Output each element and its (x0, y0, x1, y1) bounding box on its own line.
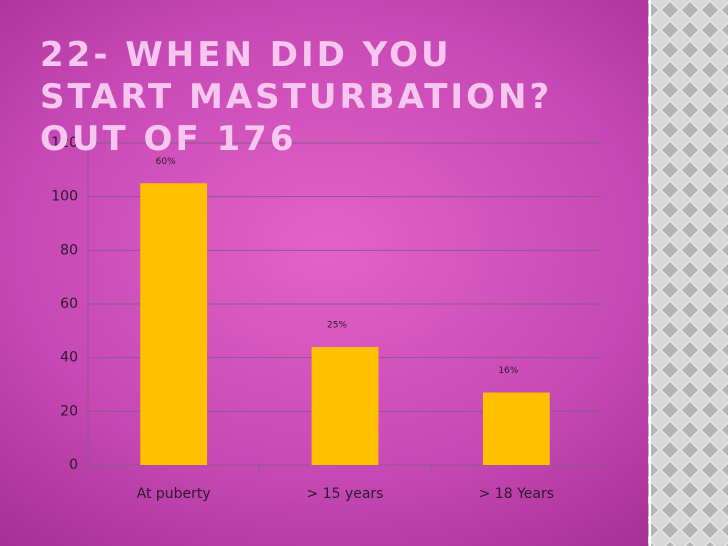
x-tick-label: > 15 years (307, 486, 384, 502)
y-tick-label: 20 (60, 403, 78, 419)
y-tick-label: 100 (51, 189, 78, 205)
y-tick-label: 80 (60, 242, 78, 258)
bar (482, 392, 550, 465)
bar-annotation: 16% (498, 366, 518, 376)
chart-title: 22- WHEN DID YOU START MASTURBATION? OUT… (40, 35, 553, 159)
y-tick-label: 40 (60, 350, 78, 366)
bar-annotation: 25% (327, 320, 347, 330)
bar (311, 346, 379, 465)
side-pattern (648, 0, 728, 546)
y-tick-label: 120 (51, 135, 78, 151)
y-tick-label: 0 (69, 457, 78, 473)
y-tick-label: 60 (60, 296, 78, 312)
x-tick-label: > 18 Years (479, 486, 554, 502)
x-tick-label: At puberty (137, 486, 211, 502)
bar-annotation: 60% (156, 157, 176, 167)
bar (140, 183, 208, 465)
